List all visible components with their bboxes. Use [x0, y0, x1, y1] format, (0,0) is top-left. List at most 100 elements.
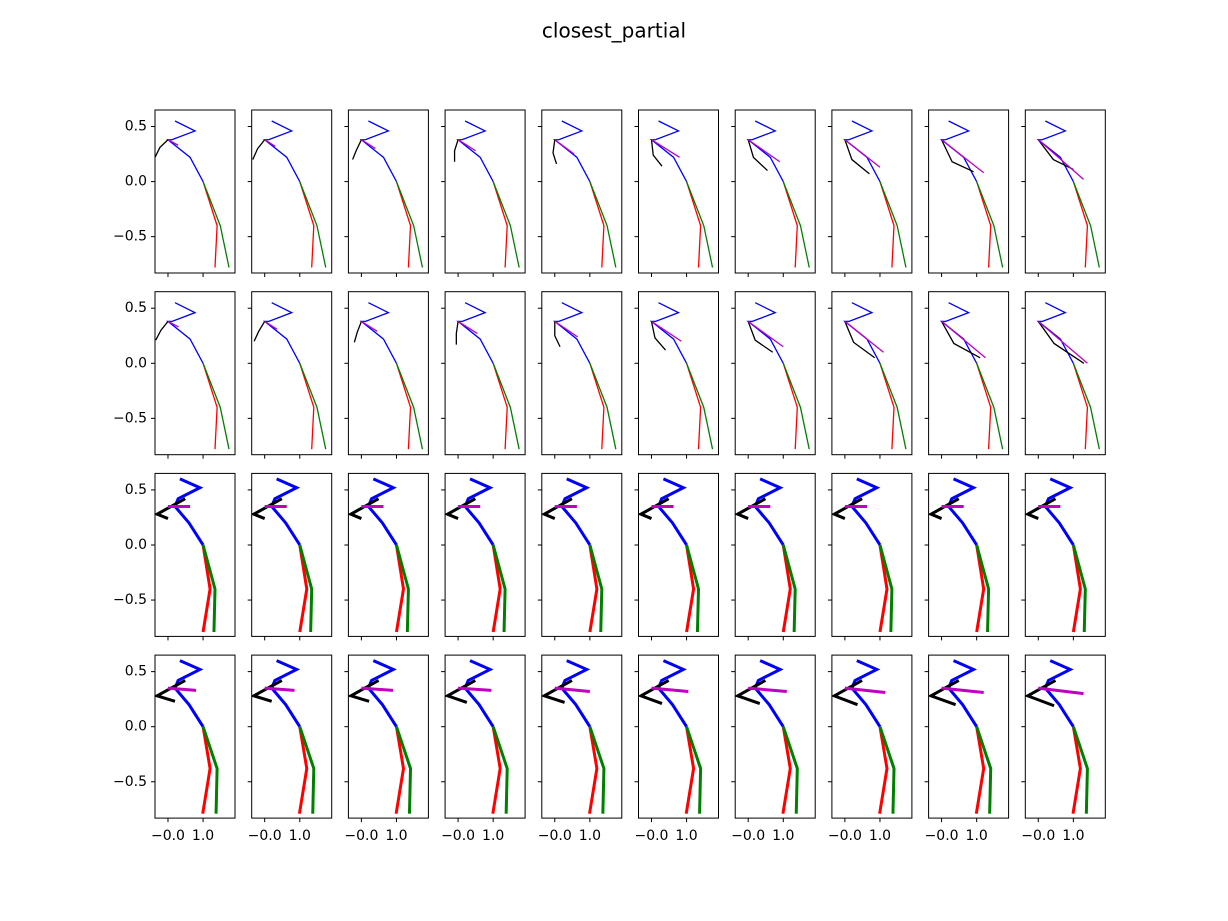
- skeleton-line: [359, 302, 398, 364]
- axes-clip: [541, 659, 606, 814]
- skeleton-line: [1072, 363, 1089, 450]
- axes-frame: [1024, 472, 1106, 637]
- skeleton-line: [202, 181, 230, 268]
- skeleton-line: [155, 139, 169, 158]
- skeleton-line: [878, 726, 889, 814]
- axes-clip: [939, 302, 1004, 450]
- skeleton-line: [456, 302, 494, 364]
- skeleton-line: [588, 544, 599, 633]
- axes-frame: [154, 472, 236, 637]
- skeleton-line: [491, 726, 502, 814]
- skeleton-line: [299, 181, 315, 268]
- skeleton-line: [1025, 497, 1057, 520]
- y-tick-label: −0.5: [113, 774, 147, 790]
- skeleton-line: [781, 726, 792, 814]
- y-tick-label: 0.5: [125, 482, 147, 498]
- skeleton-line: [747, 320, 784, 348]
- skeleton-line: [491, 726, 509, 814]
- y-tick-label: −0.5: [113, 592, 147, 608]
- skeleton-line: [974, 726, 986, 814]
- skeleton-line: [844, 321, 876, 359]
- skeleton-line: [685, 181, 714, 268]
- axes-frame: [251, 654, 333, 819]
- x-tick-label: −0.0: [441, 828, 475, 844]
- skeleton-line: [589, 181, 617, 268]
- skeleton-line: [843, 120, 881, 182]
- skeleton-line: [878, 726, 896, 814]
- skeleton-line: [251, 497, 283, 520]
- skeleton-line: [782, 181, 798, 268]
- axes-clip: [155, 477, 217, 633]
- axes-frame: [1024, 291, 1106, 456]
- skeleton-line: [975, 544, 991, 633]
- skeleton-line: [650, 321, 667, 351]
- axes-frame: [347, 654, 429, 819]
- skeleton-line: [844, 686, 886, 695]
- axes-frame: [734, 109, 816, 274]
- axes-frame: [928, 109, 1010, 274]
- skeleton-line: [685, 726, 703, 814]
- axes-clip: [155, 659, 219, 814]
- skeleton-line: [491, 544, 502, 633]
- skeleton-line: [361, 686, 394, 692]
- axes-clip: [649, 302, 714, 450]
- axes-clip: [251, 659, 316, 814]
- skeleton-line: [976, 363, 1004, 450]
- skeleton-line: [747, 139, 768, 172]
- axes-frame: [638, 291, 719, 456]
- x-tick-label: 1.0: [966, 828, 988, 844]
- skeleton-line: [166, 120, 204, 182]
- axes-frame: [444, 109, 526, 274]
- skeleton-line: [685, 544, 696, 633]
- axes-frame: [541, 472, 623, 637]
- axes-frame: [541, 654, 623, 819]
- skeleton-line: [735, 679, 767, 705]
- skeleton-line: [685, 363, 702, 450]
- skeleton-line: [359, 120, 398, 182]
- skeleton-line: [879, 363, 895, 450]
- skeleton-line: [928, 497, 960, 520]
- skeleton-line: [976, 181, 992, 268]
- axes-clip: [541, 477, 604, 633]
- axes-frame: [251, 472, 333, 637]
- skeleton-line: [747, 139, 781, 163]
- skeleton-line: [651, 139, 680, 158]
- skeleton-line: [201, 726, 212, 814]
- skeleton-line: [941, 320, 986, 359]
- axes-frame: [251, 291, 333, 456]
- skeleton-line: [394, 726, 406, 814]
- skeleton-line: [264, 320, 278, 330]
- axes-clip: [939, 120, 1004, 268]
- axes-frame: [831, 291, 913, 456]
- axes-frame: [541, 291, 623, 456]
- axes-clip: [649, 120, 714, 268]
- skeleton-line: [492, 363, 520, 450]
- skeleton-line: [492, 363, 508, 450]
- axes-clip: [552, 302, 617, 450]
- axes-frame: [347, 472, 429, 637]
- skeleton-line: [299, 363, 315, 450]
- axes-clip: [735, 477, 797, 633]
- skeleton-line: [976, 363, 992, 450]
- y-tick-label: 0.5: [125, 300, 147, 316]
- x-tick-label: 1.0: [385, 828, 407, 844]
- axes-frame: [251, 109, 333, 274]
- axes-clip: [1036, 302, 1100, 450]
- skeleton-line: [166, 302, 204, 364]
- skeleton-line: [684, 726, 696, 814]
- y-tick-label: 0.0: [125, 174, 147, 190]
- y-tick-label: −0.5: [113, 229, 147, 245]
- skeleton-line: [878, 544, 889, 633]
- skeleton-line: [252, 139, 266, 160]
- x-tick-label: −0.0: [634, 828, 668, 844]
- skeleton-line: [781, 544, 797, 633]
- axes-clip: [843, 302, 907, 450]
- axes-clip: [455, 302, 520, 450]
- skeleton-line: [975, 544, 986, 633]
- skeleton-line: [456, 120, 494, 182]
- skeleton-line: [748, 686, 787, 693]
- axes-frame: [928, 472, 1010, 637]
- axes-frame: [444, 291, 526, 456]
- axes-clip: [453, 120, 520, 268]
